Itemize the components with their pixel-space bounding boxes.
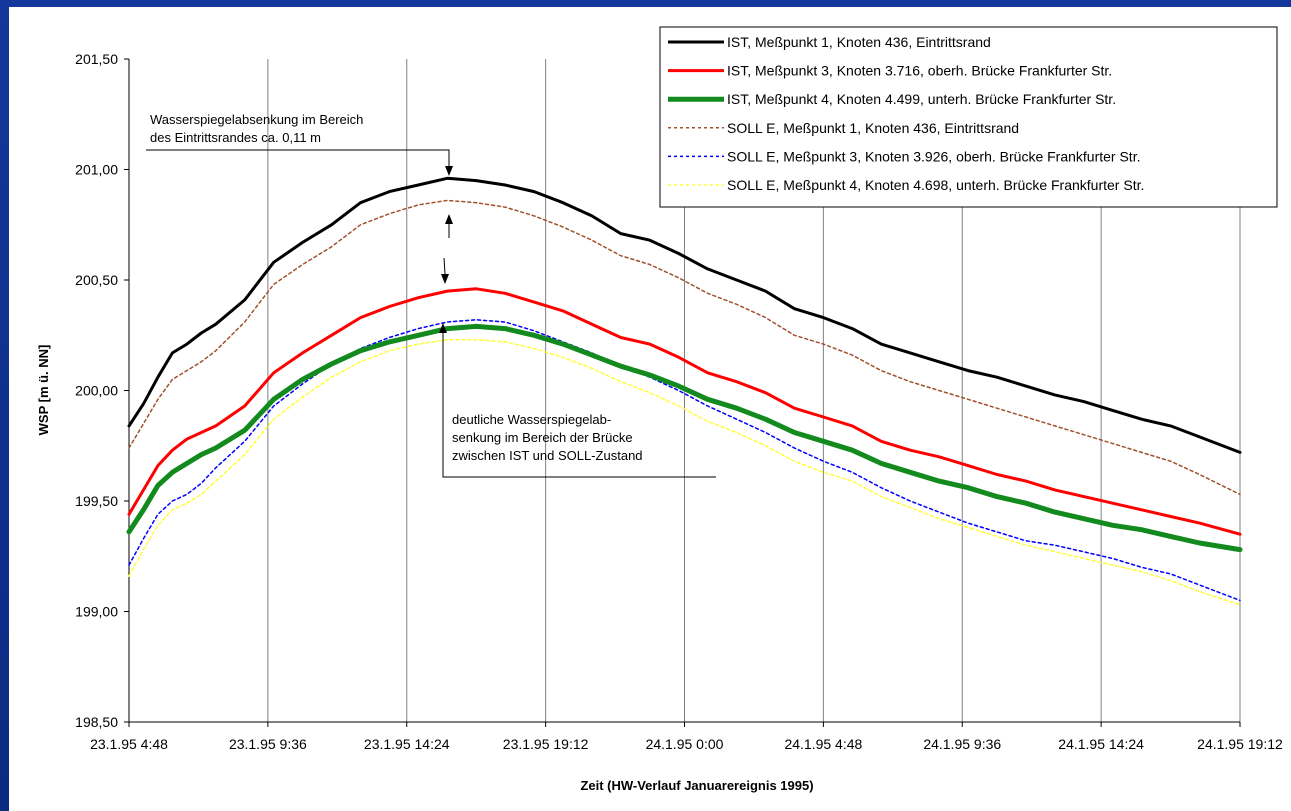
annotation-line: zwischen IST und SOLL-Zustand [452,448,643,463]
legend-label: IST, Meßpunkt 3, Knoten 3.716, oberh. Br… [727,63,1112,79]
annotation-text-bruecke: deutliche Wasserspiegelab-senkung im Ber… [452,412,643,463]
annotation-leader-2 [442,333,716,478]
annotations: Wasserspiegelabsenkung im Bereich des Ein… [146,112,716,478]
x-tick-label: 24.1.95 9:36 [923,736,1001,752]
y-tick-label: 201,00 [75,162,118,178]
y-tick-label: 201,50 [75,51,118,67]
arrow-shaft [443,257,446,275]
x-tick-label: 24.1.95 14:24 [1058,736,1144,752]
legend-label: IST, Meßpunkt 1, Knoten 436, Eintrittsra… [727,34,991,50]
x-tick-label: 23.1.95 9:36 [229,736,307,752]
x-tick-label: 23.1.95 4:48 [90,736,168,752]
x-tick-label: 23.1.95 14:24 [364,736,450,752]
series-lines [126,176,1243,606]
legend-label: SOLL E, Meßpunkt 1, Knoten 436, Eintritt… [727,120,1019,136]
legend: IST, Meßpunkt 1, Knoten 436, Eintrittsra… [659,26,1278,208]
arrow-head [445,214,453,224]
annotation-line: des Eintrittsrandes ca. 0,11 m [150,130,321,145]
annotation-text-eintrittsrand: Wasserspiegelabsenkung im Bereich des Ein… [150,112,363,145]
annotation-line: deutliche Wasserspiegelab- [452,412,611,427]
y-axis-title: WSP [m ü. NN] [36,345,51,436]
annotation-line: senkung im Bereich der Brücke [452,430,633,445]
series-line-2 [127,287,1242,536]
arrow-head [445,166,453,176]
x-tick-label: 23.1.95 19:12 [503,736,589,752]
y-tick-label: 200,00 [75,383,118,399]
x-tick-label: 24.1.95 0:00 [646,736,724,752]
series-line-6 [128,338,1241,606]
x-axis-ticks: 23.1.95 4:48 23.1.95 9:36 23.1.95 14:24 23.… [90,722,1283,752]
arrow-head [439,323,447,333]
annotation-leader-1 [146,149,450,166]
series-line-1 [127,176,1242,454]
y-tick-label: 198,50 [75,714,118,730]
legend-label: SOLL E, Meßpunkt 4, Knoten 4.698, unterh… [727,177,1144,193]
x-axis-title: Zeit (HW-Verlauf Januarereignis 1995) [580,778,813,793]
series-line-4 [128,199,1241,496]
y-tick-label: 200,50 [75,272,118,288]
series-line-3 [126,323,1243,553]
annotation-line: Wasserspiegelabsenkung im Bereich [150,112,363,127]
legend-box [659,26,1278,208]
arrow-head [441,274,449,284]
legend-label: IST, Meßpunkt 4, Knoten 4.499, unterh. B… [727,91,1116,107]
y-tick-label: 199,00 [75,604,118,620]
x-tick-label: 24.1.95 19:12 [1197,736,1283,752]
legend-label: SOLL E, Meßpunkt 3, Knoten 3.926, oberh.… [727,148,1140,164]
y-axis-ticks: 198,50 199,00 199,50 200,00 200,50 201,00 201,… [75,51,129,730]
x-tick-label: 24.1.95 4:48 [784,736,862,752]
y-tick-label: 199,50 [75,493,118,509]
